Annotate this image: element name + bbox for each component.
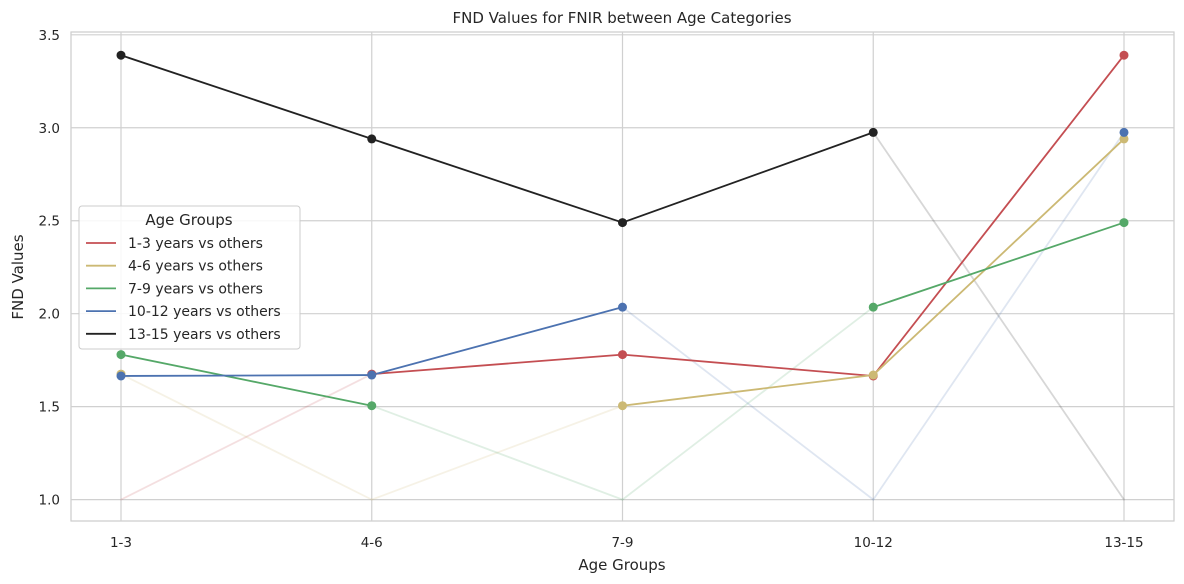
legend: Age Groups 1-3 years vs others 4-6 years … [78,205,301,350]
data-point [1119,134,1129,144]
x-tick-label: 13-15 [1104,535,1143,551]
y-tick-label: 1.0 [39,493,60,509]
chart-title: FND Values for FNIR between Age Categori… [452,9,791,27]
data-point [618,218,627,228]
series-markers [116,50,1129,411]
data-point [367,134,377,144]
legend-label: 13-15 years vs others [128,327,281,343]
data-point [618,302,627,312]
series-faint-segment [872,131,1125,501]
y-tick-label: 2.0 [39,307,60,323]
x-tick-label: 7-9 [611,535,633,551]
x-tick-labels: 1-3 4-6 7-9 10-12 13-15 [110,535,1144,551]
data-point [868,127,878,137]
data-point [367,370,377,380]
x-tick-label: 10-12 [854,535,893,551]
series-line-segment [872,221,1125,309]
series-faint-segment [872,131,1125,501]
data-point [868,370,878,380]
y-axis-label: FND Values [9,234,27,319]
series-faint-segment [120,373,373,501]
data-point [116,350,126,360]
data-point [367,401,377,411]
series-line-segment [872,138,1125,376]
y-tick-labels: 1.0 1.5 2.0 2.5 3.0 3.5 [39,28,60,509]
series-line-segment [120,54,373,140]
series-faint-segment [621,306,875,501]
legend-label: 10-12 years vs others [128,304,281,320]
series-faint-segment [370,404,624,501]
x-axis-label: Age Groups [578,556,665,574]
data-point [1119,218,1129,228]
legend-label: 4-6 years vs others [128,259,263,275]
series-line-segment [370,353,624,376]
y-tick-label: 3.5 [39,28,60,44]
series-line-segment [621,131,875,224]
data-point [1119,50,1129,60]
data-point [116,371,126,381]
y-tick-label: 3.0 [39,121,60,137]
data-point [618,350,627,360]
x-tick-label: 4-6 [361,535,383,551]
series-line-segment [872,54,1125,377]
series-line-segment [120,374,373,377]
data-point [116,50,126,60]
legend-label: 1-3 years vs others [128,236,263,252]
legend-title: Age Groups [145,211,232,229]
data-point [868,302,878,312]
series-line-segment [370,138,624,224]
x-tick-label: 1-3 [110,535,132,551]
series-lines [120,54,1125,407]
series-line-segment [370,306,624,376]
data-point [618,401,627,411]
series-faint-segment [370,404,624,501]
legend-box [78,205,301,350]
series-faint-segment [120,373,373,501]
y-tick-label: 2.5 [39,214,60,230]
legend-items: 1-3 years vs others 4-6 years vs others 7-… [86,236,281,343]
series-faint-segment [621,306,875,501]
legend-label: 7-9 years vs others [128,281,263,297]
data-point [1119,127,1129,137]
y-tick-label: 1.5 [39,400,60,416]
series-line-segment [621,374,875,407]
series-line-segment [621,353,875,377]
series-line-segment [120,353,373,407]
faint-series-lines [120,131,1125,501]
